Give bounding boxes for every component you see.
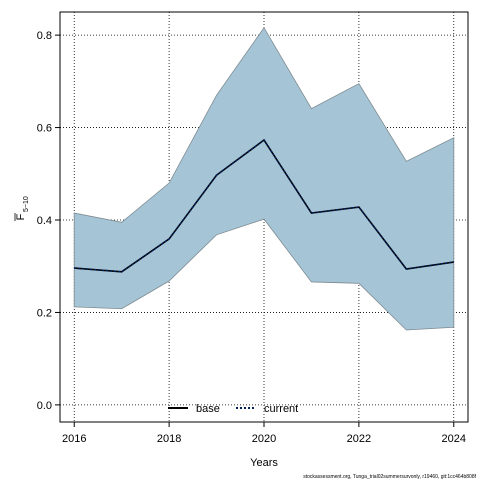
x-tick-label: 2020 xyxy=(252,433,276,445)
x-tick-label: 2016 xyxy=(62,433,86,445)
x-tick-label: 2024 xyxy=(442,433,466,445)
x-tick-label: 2022 xyxy=(347,433,371,445)
series-line xyxy=(74,138,454,273)
y-label-sub: 5−10 xyxy=(23,196,30,212)
y-label-main: F xyxy=(15,213,27,220)
legend-label: current xyxy=(264,403,298,415)
y-tick-label: 0.6 xyxy=(37,123,52,135)
y-tick-label: 0.8 xyxy=(37,30,52,42)
y-tick-label: 0.2 xyxy=(37,307,52,319)
x-axis-label: Years xyxy=(250,457,278,469)
y-tick-label: 0.4 xyxy=(37,215,52,227)
y-axis-label: F 5−10 xyxy=(14,196,30,221)
plot-frame xyxy=(59,11,469,423)
confidence-band xyxy=(73,26,455,331)
footer: stockassessment.org, Tunga_trial02summer… xyxy=(303,474,476,480)
y-tick-label: 0.0 xyxy=(37,400,52,412)
legend-label: base xyxy=(196,403,220,415)
x-tick-label: 2018 xyxy=(157,433,181,445)
